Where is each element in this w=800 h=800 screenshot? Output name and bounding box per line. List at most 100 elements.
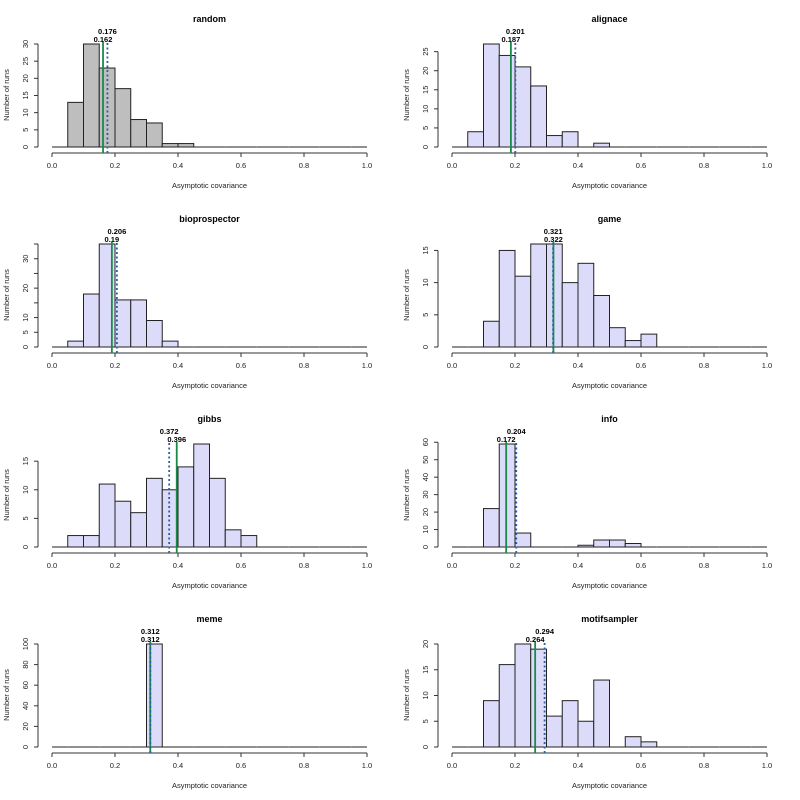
dotted-line-value-label: 0.201 (506, 27, 525, 36)
y-axis-label: Number of runs (2, 669, 11, 721)
panel-title: bioprospector (179, 214, 240, 224)
histogram-bar (624, 543, 642, 548)
x-axis-label: Asymptotic covariance (172, 381, 247, 390)
histogram-bar (483, 700, 500, 748)
x-tick-label: 0.8 (299, 161, 309, 170)
x-tick-label: 0.0 (447, 761, 457, 770)
x-tick-label: 1.0 (362, 561, 372, 570)
y-tick-label: 10 (21, 486, 30, 494)
x-tick-label: 0.8 (699, 561, 709, 570)
histogram-bar (640, 333, 658, 348)
histogram-bar (240, 535, 258, 548)
x-axis-label: Asymptotic covariance (572, 181, 647, 190)
histogram-bar (593, 539, 610, 548)
y-tick-label: 100 (21, 638, 30, 651)
dotted-line-value-label: 0.321 (544, 227, 563, 236)
histogram-bar (498, 249, 516, 348)
histogram-bar (530, 243, 547, 348)
dotted-line-value-label: 0.294 (535, 627, 555, 636)
x-tick-label: 0.4 (173, 161, 183, 170)
y-axis: 0 20 40 60 80 100 (21, 638, 39, 749)
x-tick-label: 0.2 (110, 161, 120, 170)
solid-line-value-label: 0.172 (497, 435, 516, 444)
histogram-bar (83, 43, 100, 148)
y-tick-label: 15 (421, 86, 430, 94)
histogram-bar (193, 443, 210, 548)
y-tick-label: 20 (21, 722, 30, 730)
x-axis-label: Asymptotic covariance (172, 781, 247, 790)
histogram-bar (483, 43, 500, 148)
histogram-bar (114, 500, 132, 548)
y-tick-label: 0 (421, 745, 430, 749)
x-tick-label: 1.0 (362, 361, 372, 370)
histogram-panel-gibbs: gibbs 0 5 10 15 Number of runs 0.0 0.2 0.4 0.6 0.8… (2, 414, 372, 590)
histogram-bar (67, 101, 84, 148)
y-axis: 0 5 10 15 20 25 30 (21, 40, 39, 149)
histogram-bar (467, 131, 484, 148)
panel-title: motifsampler (581, 614, 638, 624)
x-tick-label: 0.2 (110, 761, 120, 770)
y-tick-label: 25 (421, 47, 430, 55)
histogram-bar (161, 489, 179, 548)
y-tick-label: 25 (21, 57, 30, 65)
histogram-bar (609, 327, 626, 348)
x-tick-label: 0.2 (510, 161, 520, 170)
histogram-bar (514, 532, 532, 548)
y-tick-label: 0 (421, 345, 430, 349)
x-tick-label: 0.0 (47, 561, 57, 570)
dotted-line-value-label: 0.176 (98, 27, 117, 36)
dotted-line-value-label: 0.206 (107, 227, 126, 236)
panel-title: game (598, 214, 622, 224)
histogram-bar (514, 275, 532, 348)
y-tick-label: 10 (421, 278, 430, 286)
solid-line-value-label: 0.264 (526, 635, 546, 644)
histogram-bar (561, 131, 579, 148)
histogram-bar (130, 512, 147, 548)
y-axis: 0 5 10 15 (421, 246, 439, 349)
histogram-bar (130, 299, 147, 348)
histogram-bar (161, 143, 179, 148)
histogram-bar (498, 664, 516, 748)
x-axis-label: Asymptotic covariance (172, 581, 247, 590)
histogram-bar (640, 741, 658, 748)
y-tick-label: 0 (421, 145, 430, 149)
dotted-line-value-label: 0.372 (160, 427, 179, 436)
y-tick-label: 80 (21, 660, 30, 668)
x-tick-label: 0.6 (636, 361, 646, 370)
histogram-bar (546, 715, 563, 748)
x-tick-label: 0.6 (636, 561, 646, 570)
y-axis: 0 5 10 15 20 25 (421, 47, 439, 149)
bars (52, 43, 367, 148)
y-tick-label: 30 (21, 255, 30, 263)
x-axis: 0.0 0.2 0.4 0.6 0.8 1.0 (47, 752, 372, 770)
x-axis-label: Asymptotic covariance (572, 581, 647, 590)
x-tick-label: 1.0 (762, 561, 772, 570)
x-tick-label: 0.8 (699, 161, 709, 170)
x-tick-label: 1.0 (362, 161, 372, 170)
histogram-bar (593, 679, 610, 748)
histogram-bar (146, 477, 163, 548)
y-tick-label: 40 (421, 473, 430, 481)
bars (52, 243, 367, 348)
x-tick-label: 0.8 (699, 361, 709, 370)
histogram-bar (67, 340, 84, 348)
y-tick-label: 15 (421, 666, 430, 674)
y-axis: 0 5 10 15 (21, 457, 39, 549)
x-tick-label: 0.8 (299, 761, 309, 770)
dotted-line-value-label: 0.204 (507, 427, 527, 436)
x-tick-label: 0.2 (510, 361, 520, 370)
y-axis-label: Number of runs (402, 469, 411, 521)
bars (452, 43, 767, 148)
histogram-bar (209, 477, 226, 548)
y-tick-label: 60 (421, 438, 430, 446)
x-tick-label: 0.0 (47, 361, 57, 370)
bars (452, 643, 767, 748)
panel-title: meme (196, 614, 222, 624)
x-axis: 0.0 0.2 0.4 0.6 0.8 1.0 (447, 752, 772, 770)
histogram-bar (146, 122, 163, 148)
x-tick-label: 0.4 (573, 361, 583, 370)
y-tick-label: 30 (421, 490, 430, 498)
y-tick-label: 10 (21, 108, 30, 116)
bars (52, 643, 367, 748)
